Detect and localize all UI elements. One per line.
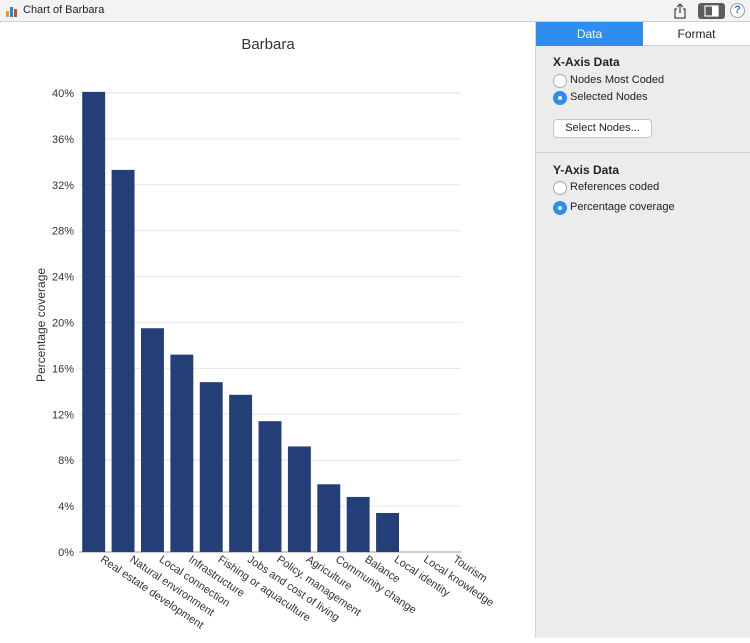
bar[interactable] [346, 496, 370, 552]
bar[interactable] [287, 446, 311, 552]
y-tick-label: 8% [58, 455, 74, 467]
y-option-label: Percentage coverage [570, 201, 675, 213]
share-icon[interactable] [672, 3, 688, 19]
x-option-label: Selected Nodes [570, 91, 648, 103]
panel-toggle-button[interactable] [698, 3, 725, 19]
y-tick-label: 36% [52, 134, 74, 146]
bar[interactable] [376, 512, 399, 552]
y-tick-label: 20% [52, 318, 74, 330]
radio-percentage-coverage[interactable] [553, 201, 567, 215]
tab-format[interactable]: Format [643, 22, 750, 46]
y-tick-label: 16% [52, 363, 74, 375]
bar[interactable] [258, 421, 282, 552]
panel-divider [535, 22, 536, 638]
bar[interactable] [82, 91, 106, 552]
chart-area: Barbara Percentage coverage 0% 4% 8% 12% 16%… [0, 22, 535, 638]
tab-data[interactable]: Data [536, 22, 643, 46]
y-tick-label: 40% [52, 88, 74, 100]
radio-selected-nodes[interactable] [553, 91, 567, 105]
y-option-label: References coded [570, 181, 660, 193]
y-tick-label: 4% [58, 501, 74, 513]
y-tick-label: 28% [52, 226, 74, 238]
bar[interactable] [199, 382, 223, 552]
chart-title: Barbara [241, 36, 295, 53]
bar[interactable] [170, 354, 194, 552]
window-titlebar: Chart of Barbara ? [0, 0, 750, 22]
radio-references-coded[interactable] [553, 181, 567, 195]
window-title: Chart of Barbara [23, 4, 105, 16]
y-axis-label: Percentage coverage [34, 268, 48, 382]
bar[interactable] [229, 394, 253, 552]
x-option-label: Nodes Most Coded [570, 74, 665, 86]
bar[interactable] [141, 328, 164, 552]
y-tick-label: 0% [58, 547, 74, 559]
help-button[interactable]: ? [730, 3, 745, 18]
chart-app-icon [6, 7, 17, 17]
chart-options-panel: Data Format X-Axis Data Nodes Most Coded… [536, 22, 750, 638]
y-tick-label: 32% [52, 180, 74, 192]
y-axis-section-title: Y-Axis Data [553, 163, 620, 177]
bar[interactable] [317, 484, 341, 552]
x-axis-section-title: X-Axis Data [553, 55, 620, 69]
bar[interactable] [111, 169, 135, 552]
bar-chart: Barbara Percentage coverage 0% 4% 8% 12% 16%… [34, 36, 496, 632]
y-tick-label: 24% [52, 272, 74, 284]
radio-nodes-most-coded[interactable] [553, 74, 567, 88]
y-tick-label: 12% [52, 409, 74, 421]
sidebar-icon [704, 5, 719, 17]
select-nodes-button[interactable]: Select Nodes... [553, 119, 652, 138]
section-separator [536, 152, 750, 153]
